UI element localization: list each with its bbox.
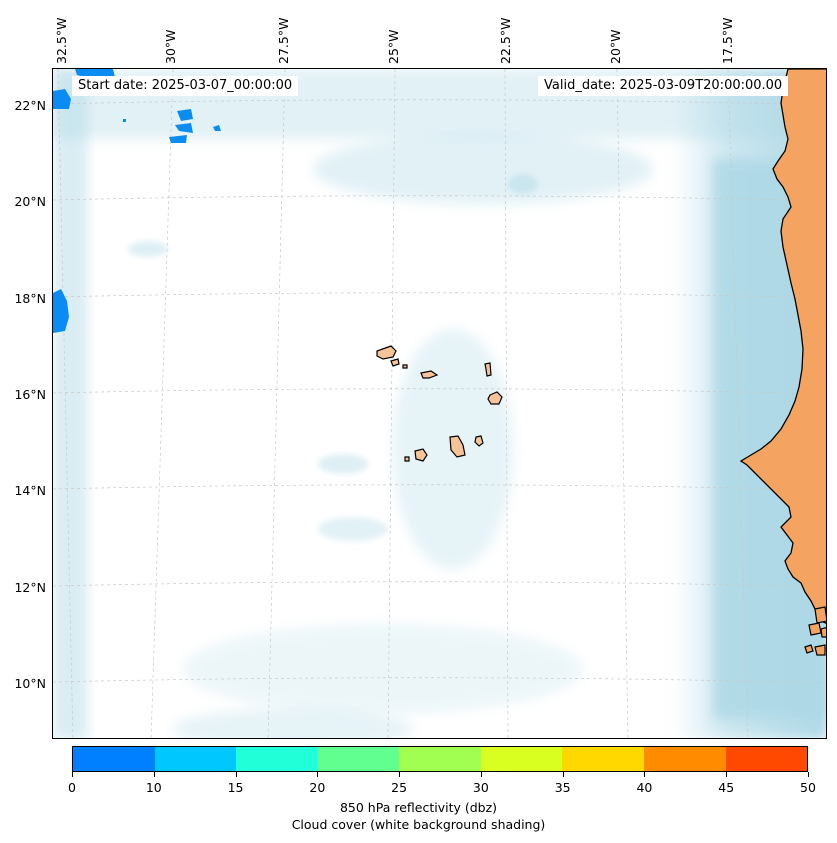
reflectivity-blob-tiny	[123, 119, 126, 122]
africa-coast-island-1	[814, 606, 826, 624]
lon-label-20w: 20°W	[608, 29, 623, 64]
lon-label-32-5w: 32.5°W	[54, 17, 69, 64]
reflectivity-blob-n3	[175, 123, 193, 133]
start-date-label: Start date: 2025-03-07_00:00:00	[72, 76, 299, 96]
colorbar-tick-label-9: 50	[800, 780, 816, 795]
cloud-band-west	[53, 69, 88, 738]
colorbar-tick-7	[644, 772, 646, 777]
africa-coast	[739, 69, 826, 624]
colorbar-tick-label-7: 40	[636, 780, 653, 795]
lat-label-16n: 16°N	[14, 387, 46, 402]
africa-coast-island-5	[804, 644, 814, 654]
island-fogo	[414, 448, 428, 462]
cloud-patch-south	[183, 624, 583, 714]
map-canvas	[53, 69, 826, 738]
lat-label-14n: 14°N	[14, 483, 46, 498]
colorbar-segment-4	[399, 747, 481, 771]
island-santa-luzia	[402, 364, 408, 369]
island-brava	[404, 456, 410, 462]
colorbar-tick-3	[317, 772, 319, 777]
map-panel[interactable]	[52, 68, 827, 739]
reflectivity-blob-nw	[53, 89, 71, 109]
colorbar-tick-1	[153, 772, 155, 777]
colorbar-tick-label-4: 25	[391, 780, 408, 795]
africa-coast-island-4	[814, 644, 826, 656]
colorbar-segment-2	[236, 747, 318, 771]
colorbar-segment-1	[154, 747, 237, 771]
colorbar-tick-label-1: 10	[145, 780, 162, 795]
lat-label-22n: 22°N	[14, 98, 46, 113]
colorbar-title: 850 hPa reflectivity (dbz)	[339, 800, 498, 815]
cloud-cover-layer	[53, 69, 826, 738]
reflectivity-blob-west	[53, 289, 69, 333]
island-santo-antao	[376, 345, 397, 360]
colorbar-tick-6	[562, 772, 564, 777]
cabo-verde-islands	[376, 345, 503, 462]
lon-label-22-5w: 22.5°W	[498, 17, 513, 64]
colorbar-segment-3	[317, 747, 400, 771]
colorbar	[72, 746, 808, 772]
lon-label-27-5w: 27.5°W	[276, 17, 291, 64]
colorbar-tick-label-6: 35	[554, 780, 571, 795]
island-maio	[474, 435, 484, 447]
colorbar-tick-label-8: 45	[718, 780, 735, 795]
colorbar-tick-8	[726, 772, 728, 777]
colorbar-tick-label-2: 15	[227, 780, 244, 795]
lat-label-18n: 18°N	[14, 291, 46, 306]
graticule	[53, 69, 826, 738]
colorbar-tick-9	[808, 772, 809, 777]
colorbar-tick-label-3: 20	[309, 780, 326, 795]
colorbar-segment-7	[643, 747, 726, 771]
colorbar-segment-6	[562, 747, 644, 771]
lon-label-30w: 30°W	[163, 29, 178, 64]
cloud-patch-north	[313, 134, 653, 204]
reflectivity-blob-n5	[213, 125, 221, 131]
cloud-patch-4	[508, 174, 538, 194]
africa-coast-island-2	[808, 622, 822, 636]
colorbar-tick-label-5: 30	[472, 780, 489, 795]
colorbar-tick-0	[72, 772, 73, 777]
colorbar-subtitle: Cloud cover (white background shading)	[291, 817, 546, 832]
cloud-patch-3	[318, 517, 388, 541]
colorbar-tick-5	[480, 772, 482, 777]
island-sal	[484, 362, 492, 377]
island-sao-nicolau	[420, 370, 439, 379]
colorbar-segment-5	[480, 747, 563, 771]
reflectivity-blob-n4	[169, 135, 187, 143]
cloud-patch-5	[173, 709, 413, 738]
africa-coast-island-3	[820, 626, 826, 638]
colorbar-tick-2	[235, 772, 237, 777]
colorbar-tick-4	[399, 772, 401, 777]
colorbar-segment-0	[73, 747, 155, 771]
reflectivity-blob-n2	[177, 109, 193, 121]
lon-label-17-5w: 17.5°W	[720, 17, 735, 64]
lat-label-10n: 10°N	[14, 676, 46, 691]
lat-label-20n: 20°N	[14, 194, 46, 209]
cloud-patch-2	[128, 241, 168, 257]
lat-label-12n: 12°N	[14, 580, 46, 595]
colorbar-segment-8	[725, 747, 808, 771]
island-boa-vista	[487, 391, 503, 405]
lon-label-25w: 25°W	[386, 29, 401, 64]
island-sao-vicente	[390, 358, 400, 367]
island-santiago	[449, 435, 466, 458]
valid-date-label: Valid_date: 2025-03-09T20:00:00.00	[538, 76, 789, 96]
colorbar-tick-label-0: 0	[68, 780, 76, 795]
cloud-patch-1	[318, 454, 368, 474]
